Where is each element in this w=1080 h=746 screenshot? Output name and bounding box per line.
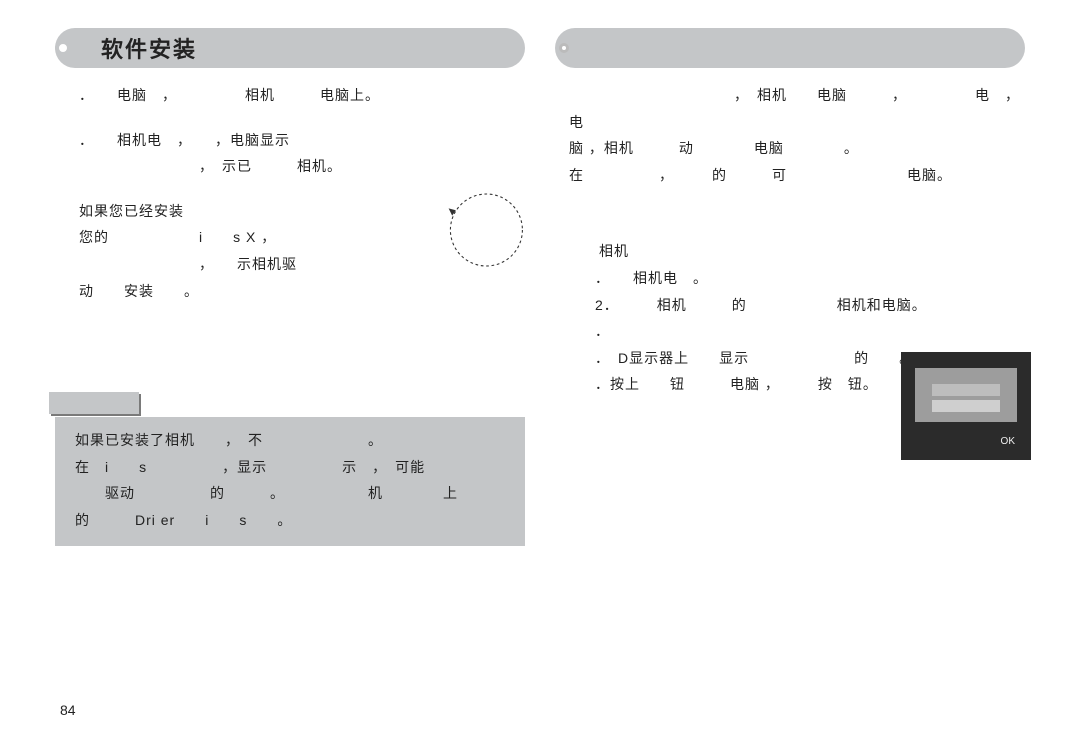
note-line-4: 的 Dri er i s 。 <box>75 507 511 534</box>
right-para-1: ， 相机 电脑 ， 电 ， 电 <box>569 82 1025 135</box>
lcd-option-bar <box>932 400 1000 412</box>
step-3-line-d: 动 安装 。 <box>79 278 525 305</box>
sub-line-3: ． <box>569 318 1025 345</box>
note-line-3: 驱动 的 。 机 上 <box>75 480 511 507</box>
note-body: 如果已安装了相机 ， 不 。 在 i s ，显示 示 ， 可能 驱动 的 。 机… <box>55 417 525 545</box>
note-line-1: 如果已安装了相机 ， 不 。 <box>75 427 511 454</box>
step-2-line-b: ， 示已 相机。 <box>79 153 525 180</box>
header-bullet-icon <box>55 40 71 56</box>
note-label <box>49 392 139 414</box>
lcd-screen-icon <box>915 368 1017 422</box>
note-line-2: 在 i s ，显示 示 ， 可能 <box>75 454 511 481</box>
right-column: ， 相机 电脑 ， 电 ， 电 脑 ，相机 动 电脑 。 在 ， 的 可 电脑。… <box>540 0 1080 746</box>
sub-line-1: ． 相机电 。 <box>569 265 1025 292</box>
step-1-text: ． 电脑 ， 相机 电脑上。 <box>79 87 380 103</box>
page-spread: 软件安装 ． 电脑 ， 相机 电脑上。 ． 相机电 ， ，电脑显示 ， 示已 相… <box>0 0 1080 746</box>
page-number: 84 <box>60 702 76 718</box>
figure-circle <box>436 185 526 275</box>
step-1: ． 电脑 ， 相机 电脑上。 <box>79 82 525 109</box>
step-2: ． 相机电 ， ，电脑显示 ， 示已 相机。 <box>79 127 525 180</box>
lcd-ok-label: OK <box>915 432 1017 451</box>
section-title: 软件安装 <box>101 32 197 64</box>
lcd-option-bar <box>932 384 1000 396</box>
right-para-3: 在 ， 的 可 电脑。 <box>569 162 1025 189</box>
sub-line-2: 2． 相机 的 相机和电脑。 <box>569 292 1025 319</box>
left-column: 软件安装 ． 电脑 ， 相机 电脑上。 ． 相机电 ， ，电脑显示 ， 示已 相… <box>0 0 540 746</box>
right-paragraph: ， 相机 电脑 ， 电 ， 电 脑 ，相机 动 电脑 。 在 ， 的 可 电脑。 <box>569 82 1025 188</box>
section-header-right <box>555 28 1025 68</box>
sub-heading: 相机 <box>569 238 1025 265</box>
header-bullet-icon <box>559 43 569 53</box>
right-body: ， 相机 电脑 ， 电 ， 电 脑 ，相机 动 电脑 。 在 ， 的 可 电脑。… <box>555 68 1025 398</box>
note-box: 如果已安装了相机 ， 不 。 在 i s ，显示 示 ， 可能 驱动 的 。 机… <box>55 392 525 545</box>
step-2-line-a: ． 相机电 ， ，电脑显示 <box>79 127 525 154</box>
section-header-left: 软件安装 <box>55 28 525 68</box>
lcd-figure: OK <box>901 352 1031 460</box>
right-para-2: 脑 ，相机 动 电脑 。 <box>569 135 1025 162</box>
